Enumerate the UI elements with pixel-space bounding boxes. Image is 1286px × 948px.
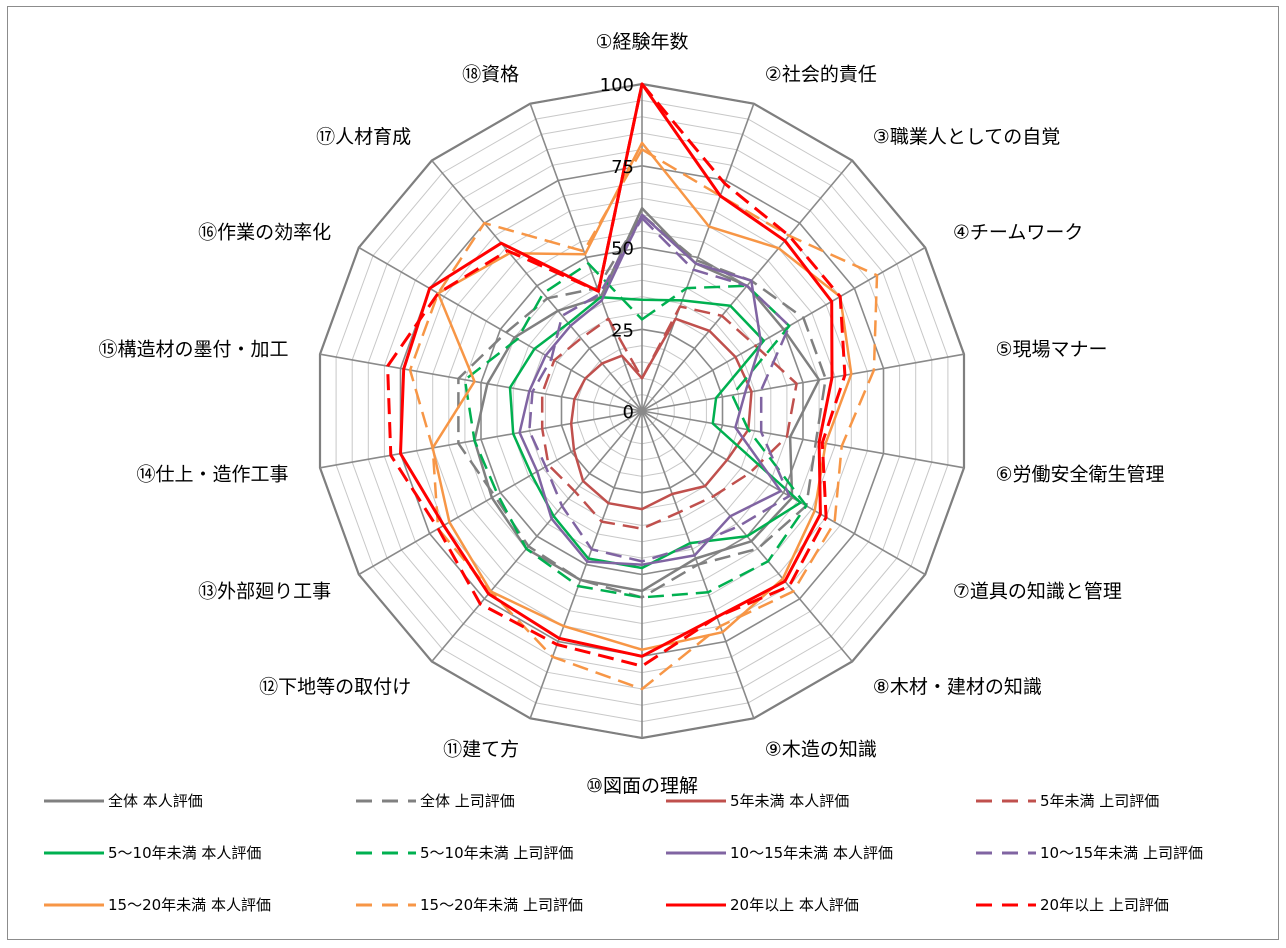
category-label-10: ⑩図面の理解 bbox=[586, 775, 698, 797]
tick-label-0: 0 bbox=[623, 402, 634, 423]
spoke-5 bbox=[641, 353, 965, 412]
series-line-5 bbox=[508, 296, 802, 570]
category-label-4: ④チームワーク bbox=[953, 222, 1083, 244]
category-label-12: ⑫下地等の取付け bbox=[259, 676, 411, 698]
spoke-11 bbox=[529, 410, 643, 719]
radar-chart: 0 25 50 75 100 ①経験年数 ②社会的責任 ③職業人としての自覚 ④チームワーク ⑤… bbox=[44, 31, 1203, 914]
tick-labels: 0 25 50 75 100 bbox=[600, 75, 634, 423]
chart-frame: 0 25 50 75 100 ①経験年数 ②社会的責任 ③職業人としての自覚 ④チームワーク ⑤… bbox=[7, 6, 1279, 940]
series-line-4 bbox=[540, 305, 798, 530]
series-line-12 bbox=[386, 82, 847, 668]
spoke-6 bbox=[641, 410, 965, 469]
category-label-13: ⑬外部廻り工事 bbox=[198, 581, 331, 603]
legend-label-2: 全体 上司評価 bbox=[420, 792, 515, 810]
legend-label-11: 20年以上 本人評価 bbox=[730, 896, 859, 914]
legend-label-6: 5～10年未満 上司評価 bbox=[420, 844, 573, 862]
category-label-15: ⑮構造材の墨付・加工 bbox=[98, 339, 288, 361]
category-label-8: ⑧木材・建材の知識 bbox=[873, 676, 1042, 698]
spoke-12 bbox=[431, 410, 643, 663]
tick-label-75: 75 bbox=[611, 157, 634, 178]
category-label-1: ①経験年数 bbox=[595, 31, 688, 53]
category-label-2: ②社会的責任 bbox=[765, 64, 877, 86]
spoke-13 bbox=[358, 410, 643, 576]
series-line-8 bbox=[528, 216, 791, 563]
spoke-16 bbox=[358, 246, 643, 412]
category-label-14: ⑭仕上・造作工事 bbox=[136, 463, 288, 485]
legend-label-3: 5年未満 本人評価 bbox=[730, 792, 849, 810]
category-label-18: ⑱資格 bbox=[462, 64, 519, 86]
series-line-1 bbox=[473, 207, 821, 593]
category-label-9: ⑨木造の知識 bbox=[765, 738, 877, 760]
category-label-6: ⑥労働安全衛生管理 bbox=[996, 463, 1165, 485]
legend-label-1: 全体 本人評価 bbox=[108, 792, 203, 810]
spoke-15 bbox=[319, 353, 643, 412]
legend-label-12: 20年以上 上司評価 bbox=[1040, 896, 1169, 914]
tick-label-50: 50 bbox=[611, 239, 634, 260]
series-line-10 bbox=[408, 148, 879, 691]
category-label-7: ⑦道具の知識と管理 bbox=[953, 581, 1122, 603]
spoke-14 bbox=[319, 410, 643, 469]
category-label-17: ⑰人材育成 bbox=[316, 126, 411, 148]
spoke-7 bbox=[641, 410, 926, 576]
legend-label-7: 10～15年未満 本人評価 bbox=[730, 844, 893, 862]
legend-label-10: 15～20年未満 上司評価 bbox=[420, 896, 583, 914]
category-label-16: ⑯作業の効率化 bbox=[198, 222, 331, 244]
legend-label-8: 10～15年未満 上司評価 bbox=[1040, 844, 1203, 862]
category-label-5: ⑤現場マナー bbox=[996, 339, 1108, 361]
tick-label-25: 25 bbox=[611, 320, 634, 341]
legend-label-9: 15～20年未満 本人評価 bbox=[108, 896, 271, 914]
series-line-7 bbox=[518, 213, 783, 566]
series-line-2 bbox=[457, 213, 827, 599]
spoke-2 bbox=[641, 103, 755, 412]
spoke-17 bbox=[431, 159, 643, 412]
legend: 全体 本人評価 全体 上司評価 5年未満 本人評価 5年未満 上司評価 5～10年未満 … bbox=[44, 792, 1203, 914]
legend-label-4: 5年未満 上司評価 bbox=[1040, 792, 1159, 810]
series-line-3 bbox=[569, 317, 753, 511]
spoke-18 bbox=[529, 103, 643, 412]
series-layer bbox=[386, 82, 879, 691]
series-line-11 bbox=[399, 82, 834, 658]
category-labels: ①経験年数 ②社会的責任 ③職業人としての自覚 ④チームワーク ⑤現場マナー ⑥労働安全衛… bbox=[98, 31, 1164, 797]
category-label-11: ⑪建て方 bbox=[443, 738, 519, 760]
category-label-3: ③職業人としての自覚 bbox=[873, 126, 1060, 148]
legend-label-5: 5～10年未満 本人評価 bbox=[108, 844, 261, 862]
tick-label-100: 100 bbox=[600, 75, 634, 96]
series-line-6 bbox=[463, 262, 808, 599]
